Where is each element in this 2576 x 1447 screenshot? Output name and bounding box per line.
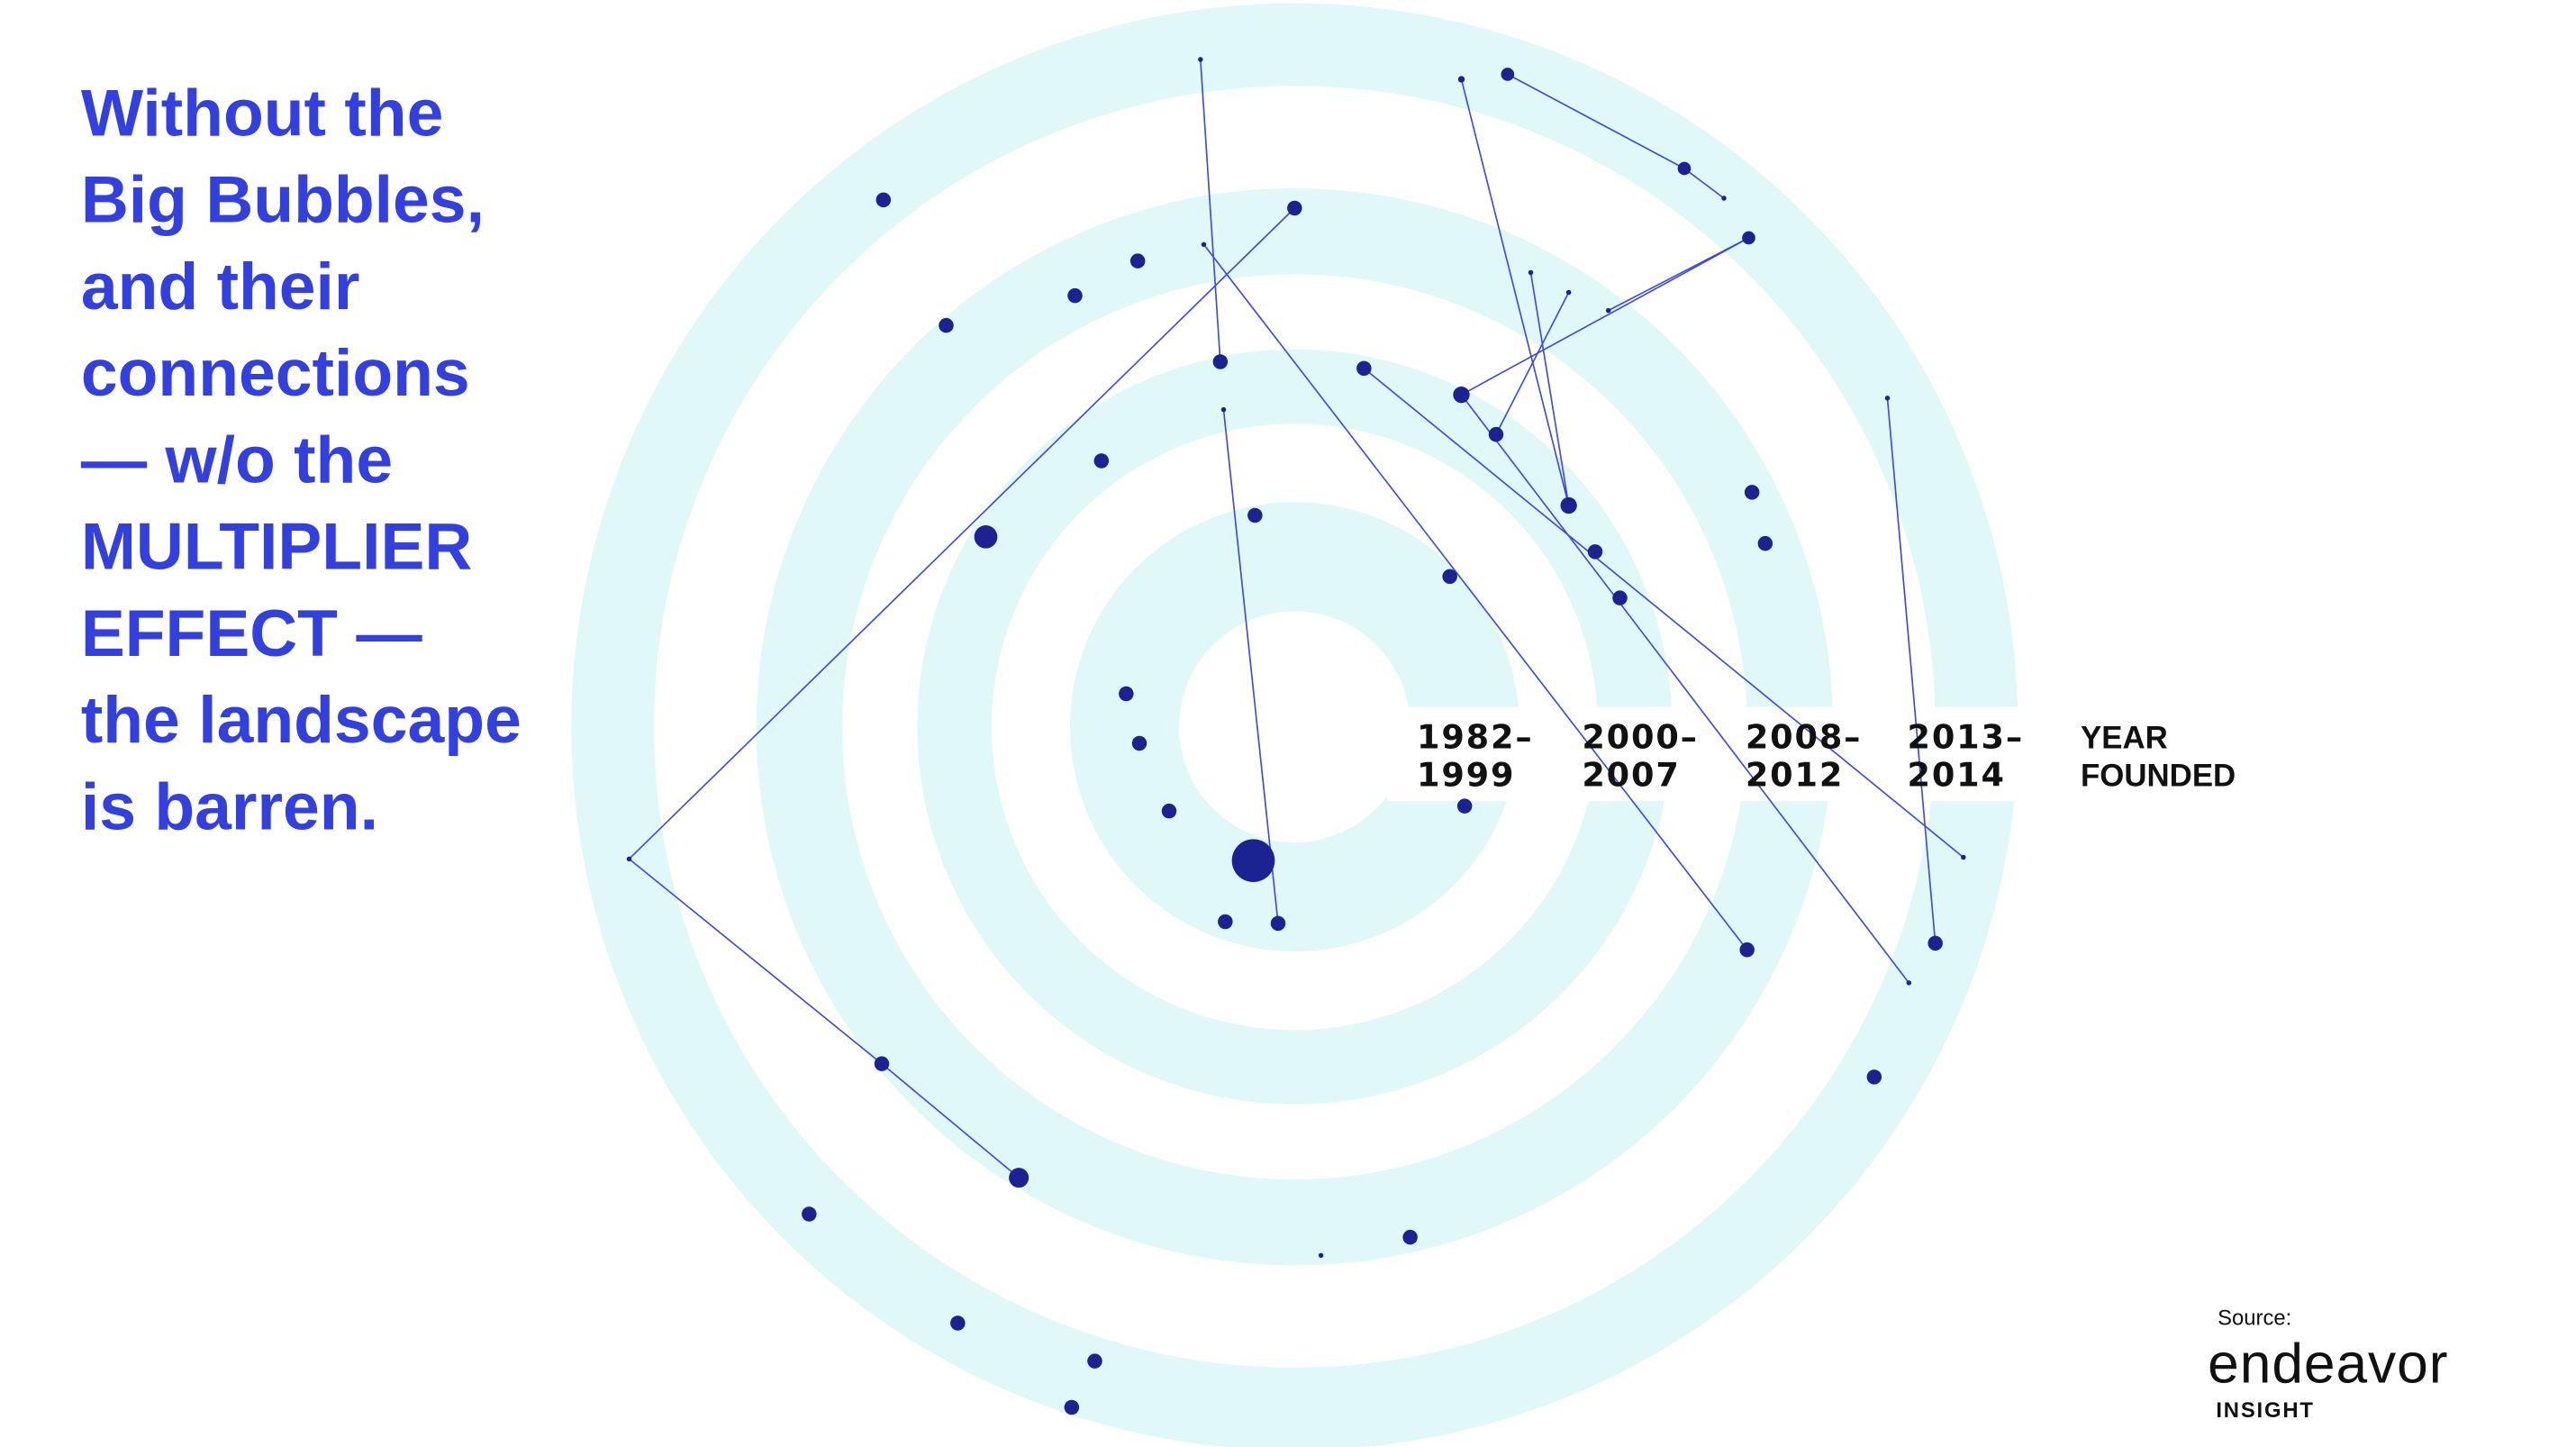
link — [1529, 272, 1570, 506]
company-dot — [1093, 453, 1110, 469]
company-dot — [1612, 590, 1628, 605]
company-dot — [1009, 1168, 1029, 1188]
company-dot — [1742, 231, 1755, 245]
company-dot — [1906, 980, 1912, 986]
link — [1202, 243, 1748, 951]
texts: Without the Big Bubbles, and their connecti… — [81, 76, 2448, 1423]
company-dot — [1739, 942, 1755, 958]
company-dot — [1587, 544, 1603, 560]
company-dot — [1067, 287, 1083, 304]
company-dot — [1884, 396, 1891, 401]
company-dot — [1757, 535, 1773, 551]
company-dot — [1457, 76, 1465, 83]
company-dot — [1560, 496, 1577, 514]
company-dot — [1442, 569, 1457, 585]
link — [1507, 73, 1685, 169]
legend-label: YEAR — [2081, 721, 2168, 756]
company-dot — [626, 856, 632, 862]
link — [1683, 168, 1725, 199]
link — [1222, 409, 1279, 924]
company-dot — [1605, 307, 1611, 314]
ring-label: 2014 — [1908, 756, 2006, 795]
company-dot — [1721, 196, 1727, 201]
brand-sub: INSIGHT — [2216, 1398, 2314, 1423]
company-dot — [1927, 935, 1943, 951]
company-dot — [1064, 1399, 1080, 1415]
brand-logo: endeavor — [2208, 1333, 2448, 1396]
company-dot — [1212, 354, 1229, 369]
heading-line: connections — [81, 336, 470, 410]
company-dot — [974, 525, 998, 549]
link — [1200, 59, 1221, 362]
company-dot — [1220, 406, 1227, 413]
link — [628, 858, 883, 1065]
link — [628, 207, 1295, 860]
company-dot — [1287, 200, 1302, 216]
company-dot — [1961, 854, 1966, 860]
company-dot — [1453, 387, 1470, 404]
heading-line: — w/o the — [81, 423, 393, 496]
company-dot — [1131, 735, 1147, 751]
company-dot — [950, 1315, 966, 1331]
company-dot — [1201, 241, 1207, 248]
link — [1363, 368, 1964, 859]
legend-label: FOUNDED — [2081, 759, 2236, 794]
company-dot — [1218, 914, 1233, 930]
link — [1461, 237, 1749, 396]
company-dot — [1528, 269, 1534, 276]
source-label: Source: — [2218, 1306, 2291, 1330]
company-dot — [1161, 803, 1177, 819]
ring-label: 2013– — [1908, 718, 2025, 757]
link — [1495, 292, 1570, 435]
company-dot — [1744, 485, 1760, 500]
rings — [571, 3, 2025, 1447]
company-dot — [1565, 289, 1572, 296]
heading-line: Big Bubbles, — [81, 163, 485, 237]
company-dot — [1198, 57, 1203, 62]
ring-label: 2012 — [1746, 756, 1844, 795]
ring-label: 2008– — [1746, 718, 1863, 757]
company-dot — [1247, 507, 1263, 523]
company-dot — [1866, 1069, 1882, 1085]
company-dot — [1119, 686, 1134, 702]
company-dot — [802, 1206, 817, 1222]
link — [881, 1063, 1020, 1179]
link — [1460, 78, 1570, 506]
ring-label: 1999 — [1417, 756, 1515, 795]
ring-label: 2007 — [1582, 756, 1680, 795]
company-dot — [1677, 161, 1692, 176]
company-dot — [1087, 1353, 1102, 1369]
heading-line: and their — [81, 250, 360, 323]
company-dot — [874, 1056, 890, 1071]
company-dot — [1129, 253, 1146, 268]
company-dot — [1456, 798, 1473, 814]
company-dot — [875, 192, 892, 208]
company-dot — [1356, 360, 1372, 377]
company-dot — [939, 317, 954, 333]
ring-label: 2000– — [1582, 718, 1699, 757]
company-dot — [1318, 1252, 1324, 1259]
company-dot — [1501, 68, 1515, 81]
heading-line: is barren. — [81, 769, 378, 843]
heading-line: MULTIPLIER — [81, 510, 472, 584]
ring-label: 1982– — [1417, 718, 1534, 757]
link — [1460, 394, 1909, 984]
heading-line: the landscape — [81, 683, 522, 757]
company-dot — [1488, 426, 1504, 442]
company-dot — [1270, 915, 1286, 932]
company-dot — [1402, 1229, 1418, 1245]
link — [1608, 237, 1749, 312]
dots — [626, 57, 1966, 1415]
link — [1886, 397, 1937, 943]
company-dot — [1231, 839, 1275, 882]
heading-line: Without the — [81, 76, 444, 150]
links — [628, 59, 1964, 1179]
heading-line: EFFECT — — [81, 596, 423, 670]
